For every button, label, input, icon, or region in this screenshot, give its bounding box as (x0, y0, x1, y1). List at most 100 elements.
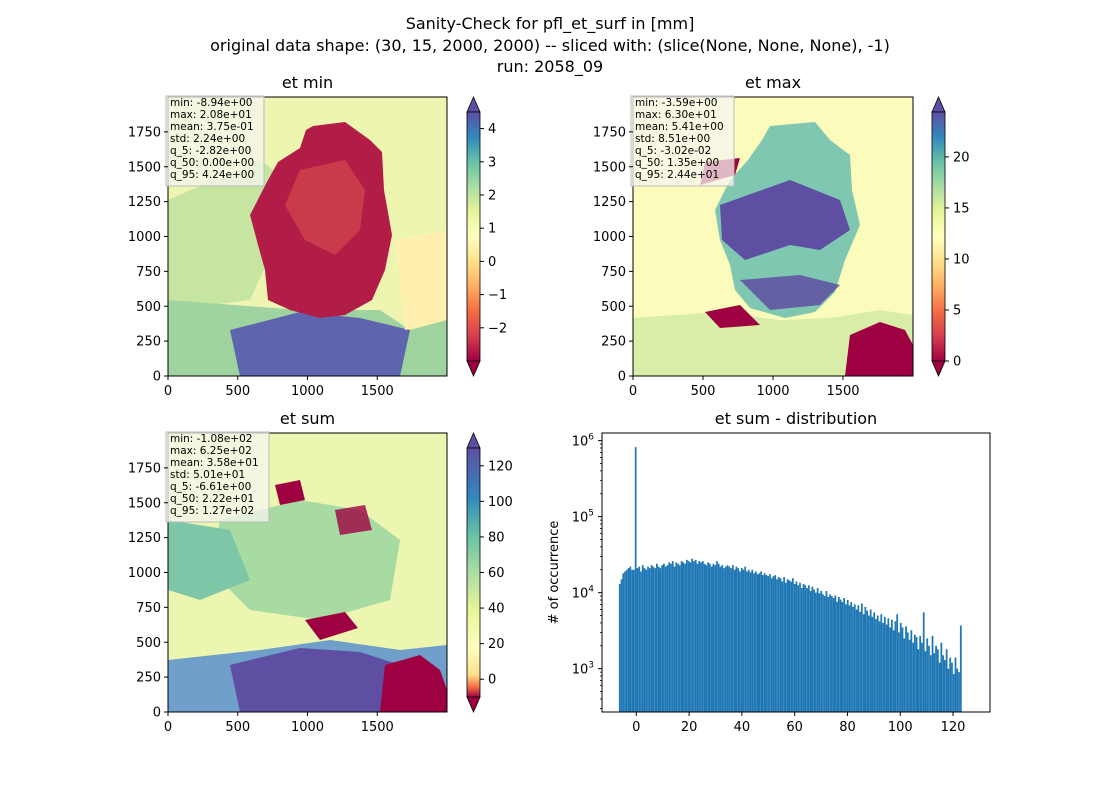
y-tick-label: 103 (572, 661, 594, 678)
histogram-bar (767, 576, 770, 712)
stat-std: std: 8.51e+00 (635, 133, 710, 145)
stats-box: min: -1.08e+02 max: 6.25e+02 mean: 3.58e… (165, 431, 270, 523)
histogram-bar (829, 594, 831, 712)
y-tick-label: 1500 (128, 160, 161, 175)
histogram-bar (922, 612, 925, 712)
panel-et-sum-distribution: et sum - distribution # of occurrence 0 2… (547, 409, 991, 735)
histogram-bar (827, 596, 830, 712)
stat-std: std: 2.24e+00 (170, 133, 245, 145)
histogram-bar (762, 575, 764, 712)
stat-q5: q_5: -2.82e+00 (170, 145, 251, 157)
histogram-bar (682, 562, 685, 712)
histogram-bar (926, 638, 929, 712)
histogram-bar (883, 616, 886, 712)
histogram-bar (845, 604, 847, 712)
stat-max: max: 6.30e+01 (635, 109, 717, 121)
map-region-southeast-neg (845, 322, 913, 376)
histogram-bar (868, 615, 870, 712)
histogram-bar (678, 565, 681, 712)
histogram-bar (624, 571, 626, 712)
stat-q5: q_5: -3.02e-02 (635, 145, 711, 157)
histogram-bar (935, 645, 937, 712)
histogram-bar (712, 563, 715, 712)
histogram-bar (638, 566, 641, 712)
histogram-bar (693, 561, 695, 712)
histogram-bar (655, 563, 658, 712)
histogram-bar (952, 674, 955, 712)
histogram-bar (912, 642, 914, 712)
x-tick-label: 0 (629, 384, 637, 399)
histogram-bar (650, 565, 653, 712)
histogram-bar (758, 573, 761, 712)
colorbar-tick-label: 120 (488, 459, 513, 474)
histogram-bar (896, 614, 899, 712)
y-tick-label: 750 (601, 265, 626, 280)
histogram-bar (740, 568, 743, 712)
histogram-bar (825, 591, 828, 712)
panel-title: et min (282, 73, 333, 92)
histogram-bar (749, 572, 752, 712)
stat-q5: q_5: -6.61e+00 (170, 481, 251, 493)
map-region-south-neg (705, 305, 760, 328)
histogram-bar (716, 561, 718, 712)
histogram-bar (788, 580, 791, 712)
histogram-bar (700, 562, 702, 712)
y-tick-label: 500 (601, 300, 626, 315)
y-tick-label: 500 (136, 636, 161, 651)
histogram-bar (698, 561, 701, 712)
histogram-bar (751, 569, 754, 712)
histogram-bar (717, 563, 720, 712)
y-tick-label: 0 (153, 370, 161, 385)
histogram-bar (841, 602, 844, 712)
histogram-bar (818, 593, 821, 712)
colorbar-tick-label: 0 (488, 673, 496, 688)
colorbar-fill (466, 111, 481, 362)
histogram-bar (889, 627, 891, 712)
colorbar-extend-bottom (466, 696, 481, 714)
colorbar-extend-top (466, 431, 481, 449)
histogram-bar (944, 660, 946, 712)
colorbar-tick-label: 3 (488, 155, 496, 170)
stat-q50: q_50: 0.00e+00 (170, 157, 254, 169)
histogram-bar (652, 566, 655, 712)
histogram-bar (815, 592, 817, 712)
histogram-bar (869, 609, 872, 712)
histogram-bar (779, 578, 782, 712)
y-tick-label: 750 (136, 265, 161, 280)
colorbar-tick-label: 10 (953, 252, 970, 267)
histogram-bar (625, 569, 628, 712)
x-axis-ticks: 0 20 40 60 80 100 120 (632, 712, 965, 735)
colorbar-tick-label: −1 (488, 288, 507, 303)
histogram-bar (696, 563, 699, 712)
histogram-bar (942, 655, 945, 712)
x-tick-label: 1000 (291, 384, 324, 399)
histogram-bar (938, 662, 941, 712)
y-axis-ticks: 0 250 500 750 1000 1250 1500 1750 (128, 461, 168, 721)
histogram-bar (781, 581, 784, 712)
histogram-bar (631, 569, 634, 712)
colorbar-tick-label: 20 (488, 637, 505, 652)
histogram-bar (634, 447, 637, 712)
histogram-bar (928, 645, 930, 712)
x-tick-label: 20 (681, 720, 698, 735)
colorbar-tick-label: 80 (488, 530, 505, 545)
histogram-bar (731, 565, 734, 712)
histogram-bar (859, 611, 861, 712)
histogram-bar (707, 562, 709, 712)
x-tick-label: 500 (691, 384, 716, 399)
histogram-bar (820, 591, 823, 712)
histogram-bar (643, 568, 646, 712)
histogram-bar (951, 662, 953, 712)
histogram-bar (730, 568, 732, 712)
histogram-bar (848, 605, 851, 712)
histogram-bar (737, 568, 740, 712)
stat-q95: q_95: 2.44e+01 (635, 169, 719, 181)
colorbar-extend-top (466, 95, 481, 113)
histogram-bar (855, 609, 858, 712)
histogram-bar (742, 569, 745, 712)
y-tick-label: 1000 (128, 566, 161, 581)
y-tick-label: 1750 (593, 125, 626, 140)
colorbar-tick-label: 60 (488, 566, 505, 581)
y-tick-label: 1500 (593, 160, 626, 175)
histogram-bar (834, 595, 837, 712)
